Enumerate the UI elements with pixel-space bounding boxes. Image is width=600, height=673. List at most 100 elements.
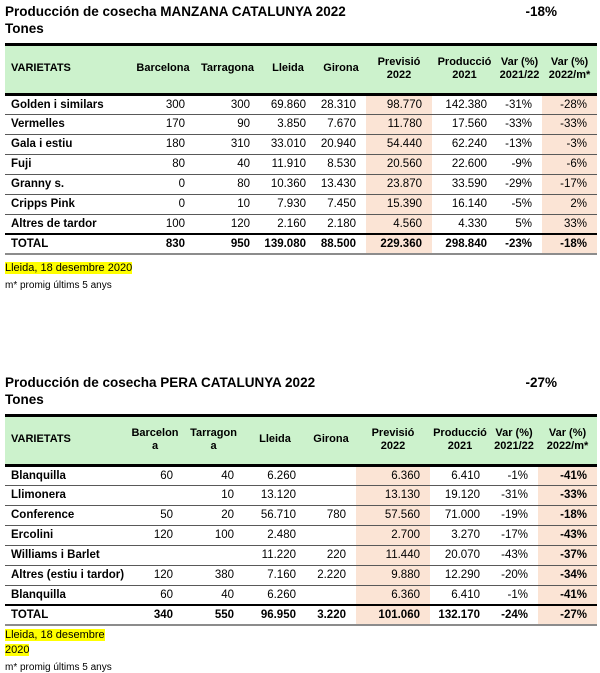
cell: -31% <box>490 485 538 506</box>
cell: 71.000 <box>430 505 490 526</box>
column-header-var-2021-22: Var (%) 2021/22 <box>490 415 538 467</box>
cell: 98.770 <box>366 94 432 115</box>
cell: 56.710 <box>244 505 306 526</box>
column-header-label: Var (%) 2021/22 <box>494 426 534 453</box>
headline-percent: -27% <box>525 375 557 391</box>
column-header-producci-2021: Producció 2021 <box>430 415 490 467</box>
cell: 40 <box>195 154 260 175</box>
cell: 6.410 <box>430 585 490 606</box>
column-header-label: Tarragona <box>201 62 254 75</box>
row-label: Granny s. <box>5 174 131 195</box>
cell <box>183 545 244 566</box>
cell: 2.480 <box>244 525 306 546</box>
cell: 90 <box>195 114 260 135</box>
cell: 28.310 <box>316 94 366 115</box>
row-label: Vermelles <box>5 114 131 135</box>
cell: 6.260 <box>244 465 306 486</box>
cell: 142.380 <box>432 94 497 115</box>
cell <box>127 485 183 506</box>
column-header-producci-2021: Producció 2021 <box>432 44 497 96</box>
cell: -43% <box>490 545 538 566</box>
cell: -20% <box>490 565 538 586</box>
cell: 2.220 <box>306 565 356 586</box>
column-header-label: Girona <box>313 433 349 446</box>
column-header-label: Barcelona <box>136 62 190 75</box>
row-label: Williams i Barlet <box>5 545 127 566</box>
cell: 2% <box>542 194 597 215</box>
cell: 69.860 <box>260 94 316 115</box>
cell: 10 <box>183 485 244 506</box>
cell: 7.160 <box>244 565 306 586</box>
table-row: Gala i estiu 180 310 33.010 20.940 54.440 62.2… <box>5 134 597 155</box>
section-pera: Producción de cosecha PERA CATALUNYA 202… <box>5 375 597 673</box>
table-row: Altres de tardor 100 120 2.160 2.180 4.560 4.3… <box>5 214 597 235</box>
cell: 830 <box>131 233 195 255</box>
cell: -3% <box>542 134 597 155</box>
cell: -33% <box>538 485 597 506</box>
cell: 101.060 <box>356 604 430 626</box>
cell: -27% <box>538 604 597 626</box>
column-header-label: Girona <box>323 62 359 75</box>
cell: 4.560 <box>366 214 432 235</box>
cell: -33% <box>497 114 542 135</box>
cell <box>306 465 356 486</box>
cell: 7.670 <box>316 114 366 135</box>
cell: -18% <box>542 233 597 255</box>
cell: 33.010 <box>260 134 316 155</box>
cell: 950 <box>195 233 260 255</box>
cell: 7.450 <box>316 194 366 215</box>
cell: -41% <box>538 465 597 486</box>
cell: 80 <box>195 174 260 195</box>
cell: 54.440 <box>366 134 432 155</box>
cell: -18% <box>538 505 597 526</box>
row-label: Altres (estiu i tardor) <box>5 565 127 586</box>
cell: 132.170 <box>430 604 490 626</box>
cell: -29% <box>497 174 542 195</box>
table-row: Ercolini 120 100 2.480 2.700 3.270 -17% -43% <box>5 525 597 546</box>
cell: 340 <box>127 604 183 626</box>
row-label: Ercolini <box>5 525 127 546</box>
cell: 60 <box>127 465 183 486</box>
cell: 2.700 <box>356 525 430 546</box>
cell: -19% <box>490 505 538 526</box>
footnote-date: Lleida, 18 desembre 2020 <box>5 262 133 275</box>
cell: 11.780 <box>366 114 432 135</box>
row-label: Gala i estiu <box>5 134 131 155</box>
footnote-date: Lleida, 18 desembre 2020 <box>5 629 105 657</box>
cell: 20.940 <box>316 134 366 155</box>
cell: 3.270 <box>430 525 490 546</box>
report-units: Tones <box>5 391 44 407</box>
header-row: VARIETATS Barcelona Tarragona Lleida Girona P… <box>5 44 597 96</box>
production-table-manzana: VARIETATS Barcelona Tarragona Lleida Girona P… <box>5 42 597 256</box>
footnote-date-wrap: Lleida, 18 desembre 2020 <box>5 261 597 276</box>
cell: 180 <box>131 134 195 155</box>
cell: 11.910 <box>260 154 316 175</box>
cell: 60 <box>127 585 183 606</box>
cell: 13.130 <box>356 485 430 506</box>
cell: 6.260 <box>244 585 306 606</box>
cell <box>306 485 356 506</box>
cell: 11.220 <box>244 545 306 566</box>
cell: -6% <box>542 154 597 175</box>
cell: 12.290 <box>430 565 490 586</box>
cell: -23% <box>497 233 542 255</box>
title-block: Producción de cosecha MANZANA CATALUNYA … <box>5 4 346 38</box>
column-header-label: Var (%) 2021/22 <box>499 55 540 82</box>
cell: 220 <box>306 545 356 566</box>
column-header-previsi-2022: Previsió 2022 <box>356 415 430 467</box>
column-header-label: Previsió 2022 <box>377 55 421 82</box>
cell: 0 <box>131 174 195 195</box>
column-header-label: Producció 2021 <box>433 426 487 453</box>
cell: 96.950 <box>244 604 306 626</box>
cell: -28% <box>542 94 597 115</box>
cell: 57.560 <box>356 505 430 526</box>
cell: 300 <box>195 94 260 115</box>
cell: 120 <box>127 565 183 586</box>
table-row: Llimonera 10 13.120 13.130 19.120 -31% -33% <box>5 485 597 506</box>
table-row: Fuji 80 40 11.910 8.530 20.560 22.600 -9% -6% <box>5 154 597 175</box>
title-row: Producción de cosecha PERA CATALUNYA 202… <box>5 375 597 409</box>
cell: 20.560 <box>366 154 432 175</box>
cell: -17% <box>542 174 597 195</box>
cell: 13.120 <box>244 485 306 506</box>
